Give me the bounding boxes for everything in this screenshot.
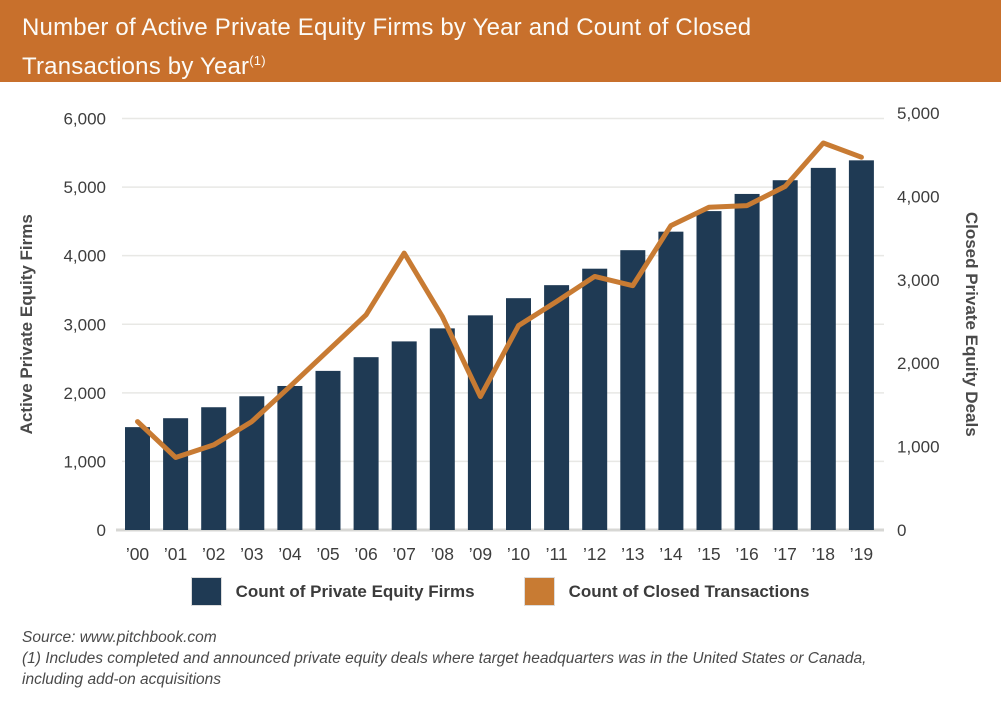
line-series — [135, 140, 864, 460]
bar-05 — [315, 370, 341, 530]
right-axis-title: Closed Private Equity Deals — [962, 212, 981, 437]
svg-text:’12: ’12 — [583, 544, 606, 564]
svg-text:’14: ’14 — [659, 544, 683, 564]
bar-11 — [544, 285, 570, 530]
page-title-line1: Number of Active Private Equity Firms by… — [22, 14, 752, 41]
bar-14 — [658, 231, 684, 530]
bar-00 — [125, 427, 150, 530]
bar-09 — [467, 315, 493, 530]
svg-text:’05: ’05 — [316, 544, 339, 564]
svg-text:3,000: 3,000 — [63, 315, 106, 334]
svg-text:4,000: 4,000 — [897, 187, 940, 206]
legend-label-firms: Count of Private Equity Firms — [235, 581, 475, 601]
svg-text:5,000: 5,000 — [897, 104, 940, 123]
transactions-series-swatch-icon — [523, 577, 555, 606]
bars-series — [125, 160, 874, 531]
svg-text:’00: ’00 — [126, 544, 150, 564]
svg-text:’17: ’17 — [774, 544, 797, 564]
bar-06 — [353, 357, 379, 530]
bar-08 — [429, 328, 455, 530]
legend-item-firms: Count of Private Equity Firms — [190, 577, 475, 606]
chart-canvas: 0 1,000 2,000 3,000 4,000 5,000 6,000 0 1,000 2,0… — [17, 104, 981, 564]
bar-18 — [810, 167, 836, 530]
svg-text:’11: ’11 — [546, 544, 568, 564]
svg-text:’08: ’08 — [431, 544, 454, 564]
svg-text:’16: ’16 — [735, 544, 758, 564]
svg-text:0: 0 — [897, 521, 906, 540]
bar-19 — [848, 160, 874, 531]
chart-title-bar: Number of Active Private Equity Firms by… — [0, 0, 1001, 82]
footnote-text-line2: including add-on acquisitions — [22, 671, 222, 688]
bar-13 — [620, 250, 646, 530]
bar-15 — [696, 211, 722, 530]
svg-text:’09: ’09 — [469, 544, 492, 564]
svg-text:’10: ’10 — [507, 544, 531, 564]
svg-text:’02: ’02 — [202, 544, 225, 564]
gridlines — [116, 117, 884, 532]
svg-text:5,000: 5,000 — [63, 178, 106, 197]
legend-item-transactions: Count of Closed Transactions — [523, 577, 810, 606]
svg-text:1,000: 1,000 — [897, 438, 940, 457]
svg-text:2,000: 2,000 — [63, 384, 106, 403]
svg-text:’01: ’01 — [164, 544, 187, 564]
legend-label-transactions: Count of Closed Transactions — [568, 581, 810, 601]
svg-text:4,000: 4,000 — [63, 247, 106, 266]
svg-text:’06: ’06 — [354, 544, 377, 564]
firms-series-swatch-icon — [190, 577, 222, 606]
svg-text:’07: ’07 — [393, 544, 416, 564]
svg-text:2,000: 2,000 — [897, 354, 940, 373]
chart-footer: Source: www.pitchbook.com (1) Includes c… — [22, 627, 1001, 690]
svg-text:6,000: 6,000 — [63, 110, 106, 129]
svg-text:0: 0 — [97, 521, 106, 540]
page-title-line2: Transactions by Year(1) — [22, 53, 266, 80]
svg-text:’18: ’18 — [812, 544, 835, 564]
svg-text:’04: ’04 — [278, 544, 302, 564]
svg-text:1,000: 1,000 — [63, 452, 106, 471]
left-axis-title: Active Private Equity Firms — [17, 214, 36, 434]
bar-12 — [582, 268, 608, 530]
svg-text:’15: ’15 — [697, 544, 720, 564]
svg-text:’03: ’03 — [240, 544, 263, 564]
svg-text:’19: ’19 — [850, 544, 873, 564]
right-axis-ticks: 0 1,000 2,000 3,000 4,000 5,000 — [897, 104, 940, 540]
chart-legend: Count of Private Equity Firms Count of C… — [0, 577, 1001, 606]
bar-17 — [772, 180, 798, 530]
x-axis-ticks: ’00 ’01 ’02 ’03 ’04 ’05 ’06 ’07 ’08 ’09 ’10 ’11 ’12 ’… — [126, 544, 873, 564]
bar-02 — [201, 407, 227, 530]
bar-16 — [734, 193, 760, 531]
svg-text:’13: ’13 — [621, 544, 644, 564]
bar-10 — [506, 298, 531, 530]
left-axis-ticks: 0 1,000 2,000 3,000 4,000 5,000 6,000 — [63, 110, 106, 541]
bar-01 — [163, 418, 189, 530]
footnote-marker: (1) — [249, 53, 266, 68]
bar-04 — [277, 385, 303, 530]
bar-07 — [391, 341, 417, 530]
source-text: Source: www.pitchbook.com — [22, 629, 217, 646]
svg-text:3,000: 3,000 — [897, 271, 940, 290]
footnote-text-line1: (1) Includes completed and announced pri… — [22, 650, 867, 667]
